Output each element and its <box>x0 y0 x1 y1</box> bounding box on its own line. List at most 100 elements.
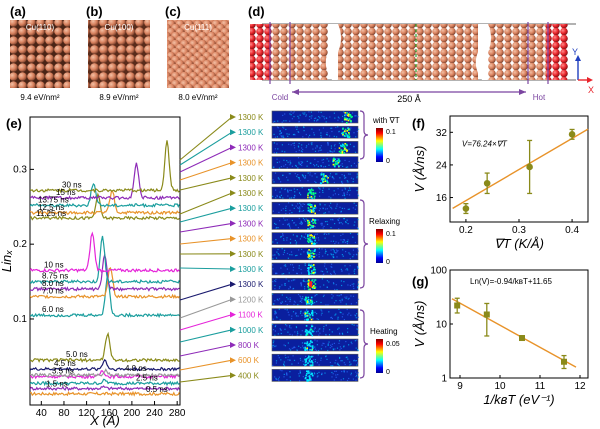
snapshot-hotspot <box>312 287 314 289</box>
snapshot-noise <box>272 303 275 305</box>
snapshot-noise <box>330 147 332 149</box>
snapshot-noise <box>277 177 279 179</box>
snapshot-hotspot <box>311 311 314 314</box>
snapshot-hotspot <box>307 194 309 197</box>
snapshot-noise <box>289 359 291 361</box>
snapshot-noise <box>281 248 283 250</box>
snapshot-noise <box>274 334 276 336</box>
profile-curve <box>30 182 180 209</box>
snapshot-noise <box>298 345 300 347</box>
snapshot-noise <box>328 211 330 213</box>
snapshot-hotspot <box>306 219 309 222</box>
snapshot-noise <box>334 212 336 215</box>
snapshot-noise <box>273 344 275 346</box>
snapshot-hotspot <box>307 196 309 199</box>
snapshot-noise <box>305 281 307 283</box>
snapshot-strip <box>271 141 359 154</box>
snapshot-hotspot <box>346 136 349 138</box>
snapshot-noise <box>315 181 317 184</box>
snapshot-noise <box>357 349 359 351</box>
snapshot-noise <box>297 174 299 176</box>
snapshot-background <box>271 369 359 382</box>
snapshot-noise <box>356 175 358 177</box>
snapshot-noise <box>333 135 335 137</box>
snapshot-hotspot <box>307 357 309 359</box>
snapshot-noise <box>344 363 346 366</box>
snapshot-noise <box>279 327 281 330</box>
snapshot-noise <box>278 178 280 180</box>
snapshot-temp-label: 1300 K <box>238 219 264 228</box>
snapshot-noise <box>274 310 276 312</box>
snapshot-noise <box>342 115 344 117</box>
snapshot-noise <box>331 266 333 268</box>
snapshot-strip <box>271 232 359 246</box>
snapshot-noise <box>297 177 299 179</box>
snapshot-hotspot <box>309 364 312 367</box>
snapshot-noise <box>335 173 337 175</box>
snapshot-noise <box>341 270 343 272</box>
snapshot-noise <box>356 375 358 377</box>
snapshot-noise <box>305 237 307 239</box>
cu111-surface <box>167 20 229 88</box>
snapshot-noise <box>283 265 285 267</box>
snapshot-noise <box>275 257 278 259</box>
snapshot-hotspot <box>307 241 310 244</box>
snapshot-noise <box>281 144 283 146</box>
snapshot-noise <box>347 269 349 271</box>
snapshot-noise <box>331 376 333 378</box>
snapshot-noise <box>298 375 300 377</box>
snapshot-hotspot <box>307 282 310 285</box>
snapshot-noise <box>273 152 275 154</box>
snapshot-noise <box>297 207 299 210</box>
snapshot-noise <box>304 288 306 290</box>
snapshot-noise <box>313 328 315 330</box>
snapshot-noise <box>305 218 307 220</box>
snapshot-hotspot <box>324 175 327 177</box>
snapshot-noise <box>357 161 360 164</box>
snapshot-hotspot <box>310 356 312 358</box>
snapshot-noise <box>278 204 280 206</box>
snapshot-noise <box>340 379 342 381</box>
snapshot-noise <box>339 311 341 313</box>
snapshot-noise <box>301 144 303 146</box>
snapshot-hotspot <box>305 297 308 300</box>
snapshot-hotspot <box>305 363 308 366</box>
snapshot-hotspot <box>313 197 316 199</box>
panel-a-label: (a) <box>10 4 26 19</box>
snapshot-noise <box>274 222 276 225</box>
snapshot-hotspot <box>309 316 311 319</box>
snapshot-noise <box>283 364 285 366</box>
snapshot-noise <box>291 219 293 222</box>
y-axis-title: Linₓ <box>0 250 14 272</box>
snapshot-noise <box>348 273 350 275</box>
snapshot-noise <box>275 324 277 326</box>
snapshot-noise <box>323 225 325 227</box>
snapshot-noise <box>343 240 346 242</box>
snapshot-noise <box>350 127 352 129</box>
snapshot-noise <box>348 312 350 314</box>
snapshot-noise <box>352 249 354 251</box>
snapshot-noise <box>298 249 300 251</box>
snapshot-noise <box>320 270 322 272</box>
profile-time-label: 30 ns <box>62 180 82 189</box>
snapshot-noise <box>294 191 296 193</box>
snapshot-noise <box>280 332 282 335</box>
snapshot-hotspot <box>348 135 351 138</box>
snapshot-noise <box>345 251 347 253</box>
snapshot-noise <box>280 181 282 183</box>
slab-segment-right <box>488 24 546 80</box>
density-profile-chart: 0.5 ns1.5 ns2.5 ns3.5 ns 4.0 ns4.5 ns5.0 … <box>0 114 236 428</box>
snapshot-hotspot <box>344 118 346 121</box>
snapshot-noise <box>319 328 321 330</box>
snapshot-noise <box>275 377 277 379</box>
snapshot-noise <box>297 362 299 364</box>
snapshot-noise <box>321 248 323 250</box>
snapshot-noise <box>340 211 342 213</box>
profile-curve <box>30 358 180 372</box>
snapshot-hotspot <box>308 359 311 362</box>
snapshot-noise <box>272 264 274 266</box>
snapshot-noise <box>344 187 346 189</box>
snapshot-hotspot <box>307 203 309 206</box>
snapshot-noise <box>283 361 285 363</box>
snapshot-noise <box>343 371 345 373</box>
